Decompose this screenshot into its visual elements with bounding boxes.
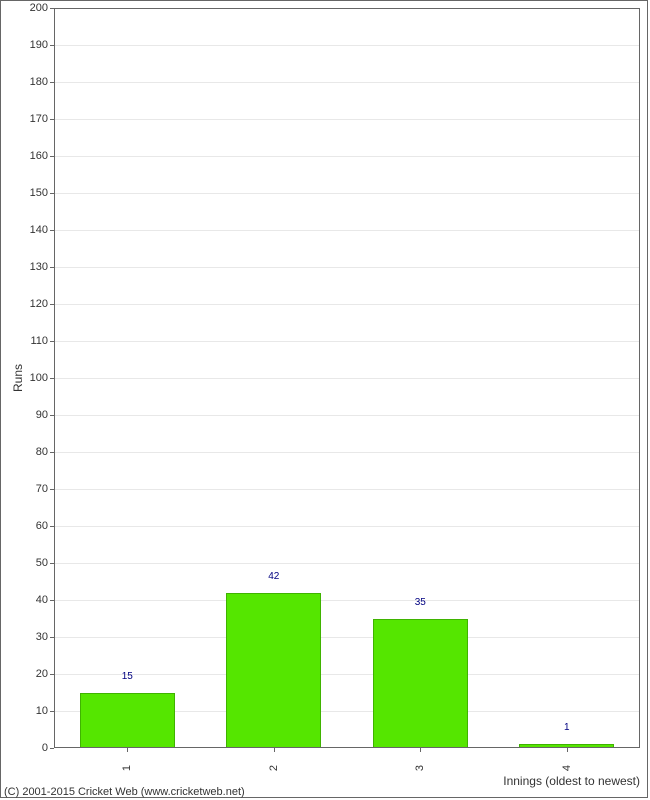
xtick-mark (127, 748, 128, 752)
ytick-label: 140 (30, 224, 48, 236)
ytick-label: 0 (42, 742, 48, 754)
copyright-text: (C) 2001-2015 Cricket Web (www.cricketwe… (4, 786, 245, 798)
plot-border (54, 8, 640, 748)
ytick-label: 70 (36, 483, 48, 495)
ytick-label: 160 (30, 150, 48, 162)
x-axis-title: Innings (oldest to newest) (503, 774, 640, 788)
ytick-label: 100 (30, 372, 48, 384)
ytick-label: 10 (36, 705, 48, 717)
xtick-mark (274, 748, 275, 752)
xtick-label: 3 (414, 765, 426, 771)
ytick-label: 60 (36, 520, 48, 532)
ytick-label: 30 (36, 631, 48, 643)
xtick-label: 2 (268, 765, 280, 771)
xtick-mark (567, 748, 568, 752)
ytick-label: 200 (30, 2, 48, 14)
ytick-label: 170 (30, 113, 48, 125)
ytick-label: 110 (30, 335, 48, 347)
ytick-label: 180 (30, 76, 48, 88)
ytick-label: 190 (30, 39, 48, 51)
xtick-mark (420, 748, 421, 752)
ytick-label: 120 (30, 298, 48, 310)
ytick-label: 50 (36, 557, 48, 569)
xtick-label: 1 (121, 765, 133, 771)
ytick-label: 130 (30, 261, 48, 273)
ytick-label: 80 (36, 446, 48, 458)
y-axis-title: Runs (11, 364, 25, 392)
ytick-label: 90 (36, 409, 48, 421)
xtick-label: 4 (561, 765, 573, 771)
ytick-label: 20 (36, 668, 48, 680)
ytick-label: 40 (36, 594, 48, 606)
ytick-label: 150 (30, 187, 48, 199)
ytick-mark (50, 748, 54, 749)
